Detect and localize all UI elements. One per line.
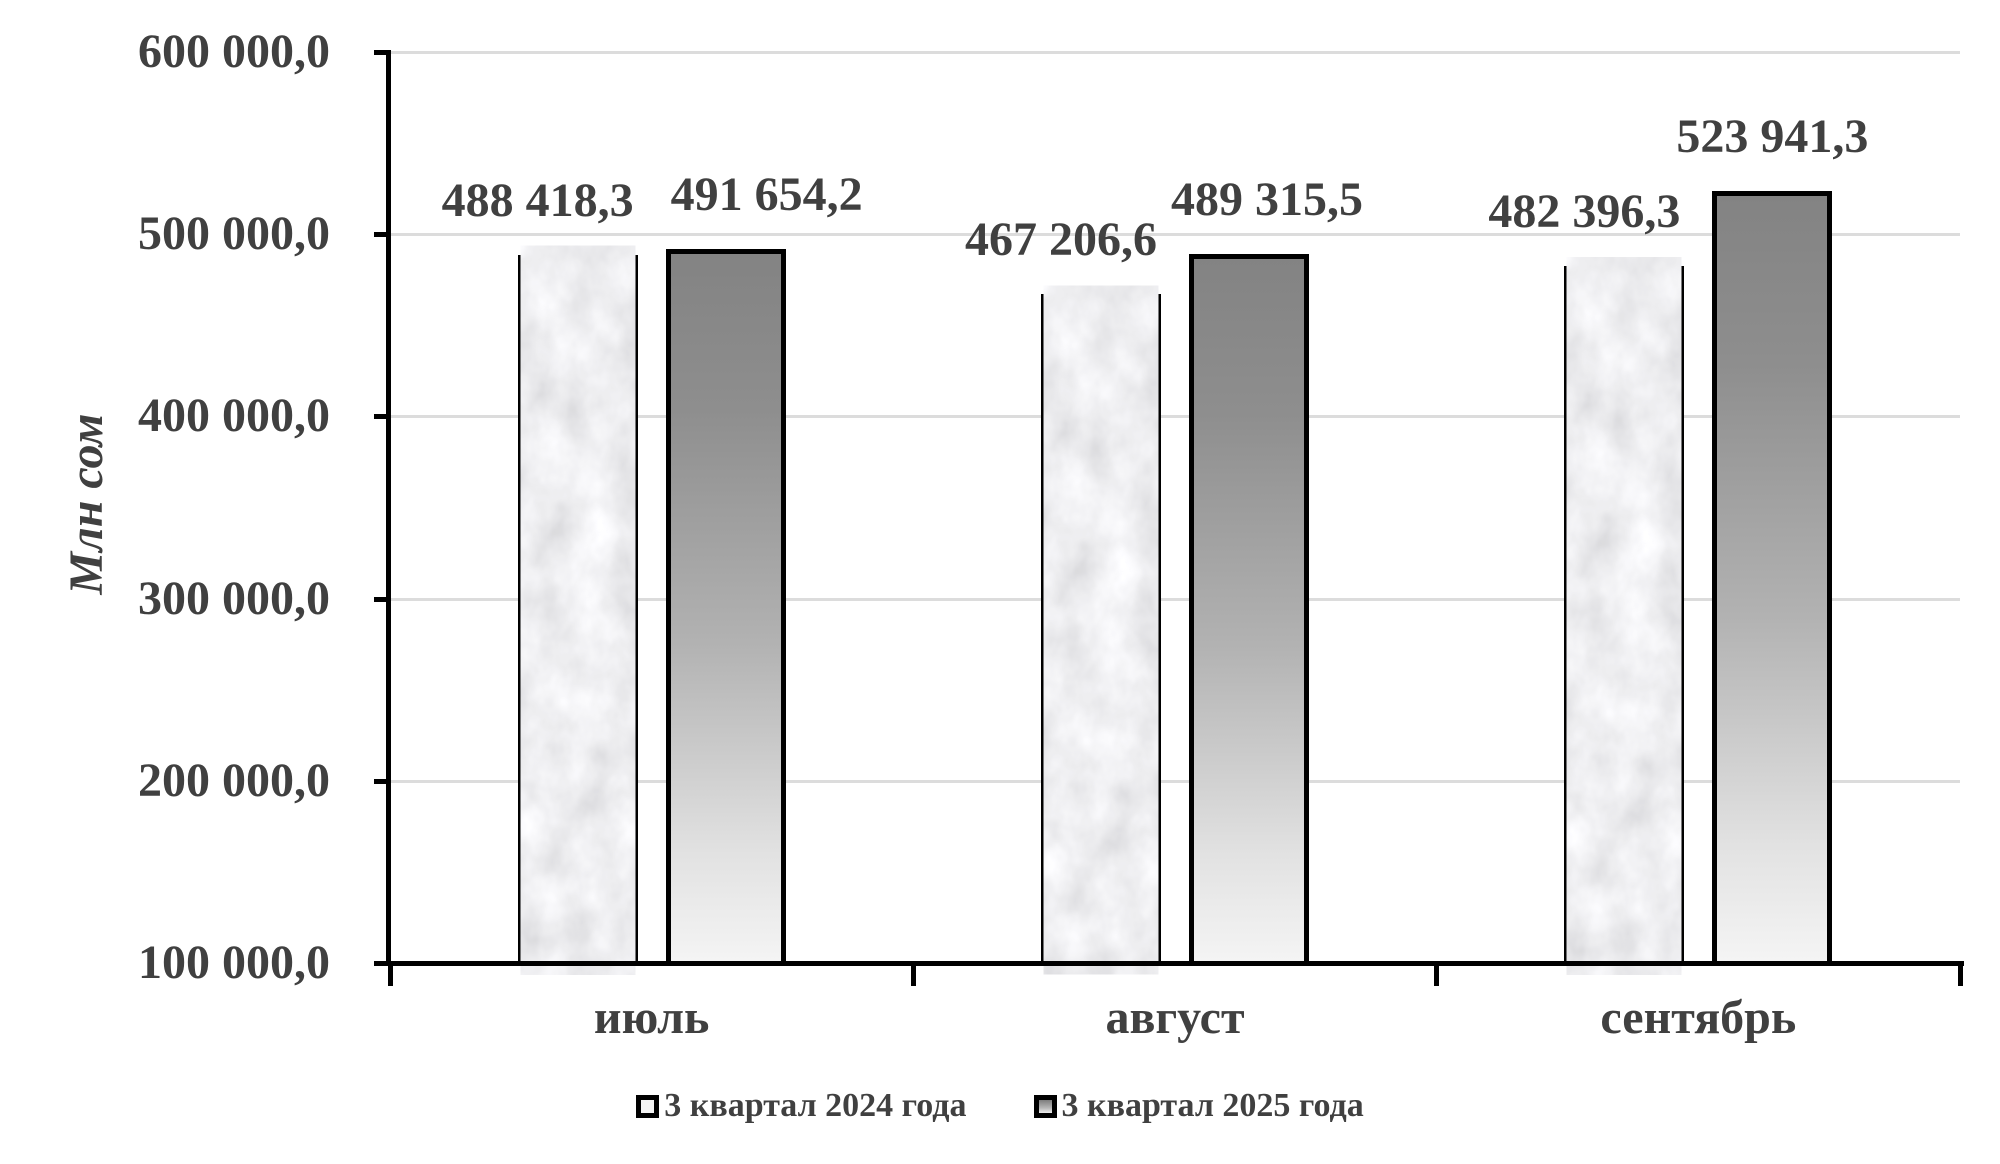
bar-series1-сентябрь — [1564, 266, 1685, 966]
legend-swatch-icon — [636, 1094, 660, 1118]
legend-label: 3 квартал 2024 года — [664, 1087, 967, 1124]
bar-fill — [1046, 298, 1156, 961]
legend-item-series1: 3 квартал 2024 года — [636, 1087, 967, 1125]
x-axis-tick — [387, 963, 393, 986]
legend-label: 3 квартал 2025 года — [1061, 1087, 1364, 1124]
y-axis-tick — [374, 778, 390, 784]
x-axis-tick — [1434, 963, 1440, 986]
bar-series2-сентябрь — [1712, 190, 1833, 966]
gridline — [390, 51, 1960, 54]
y-axis-tick — [374, 232, 390, 238]
bar-fill — [670, 254, 781, 961]
gridline — [390, 597, 1960, 601]
bar-value-label: 482 396,3 — [1488, 185, 1681, 239]
x-category-label: август — [1105, 991, 1245, 1044]
bar-value-label: 489 315,5 — [1171, 172, 1363, 226]
bar-value-label: 488 418,3 — [441, 174, 634, 228]
y-axis-tick — [374, 596, 390, 602]
bar-value-label: 491 654,2 — [670, 168, 863, 222]
bar-value-label: 523 941,3 — [1676, 109, 1869, 163]
y-axis-tick — [374, 414, 390, 420]
y-tick-label: 600 000,0 — [138, 25, 330, 78]
gridline — [390, 779, 1960, 783]
y-axis-tick — [374, 50, 390, 55]
bar-series2-июль — [665, 249, 786, 966]
y-axis-line — [386, 50, 391, 966]
bar-fill — [1717, 195, 1828, 961]
x-axis-tick — [1957, 963, 1963, 986]
bar-series1-июль — [517, 255, 638, 966]
y-tick-label: 300 000,0 — [138, 571, 330, 625]
bar-series1-август — [1041, 293, 1161, 966]
y-tick-label: 400 000,0 — [138, 389, 330, 443]
gridline — [390, 415, 1960, 419]
legend: 3 квартал 2024 года 3 квартал 2025 года — [0, 1086, 2000, 1126]
y-tick-label: 200 000,0 — [138, 753, 330, 807]
y-tick-label: 100 000,0 — [138, 936, 330, 989]
y-tick-label: 500 000,0 — [138, 207, 330, 261]
gridline — [390, 233, 1960, 237]
legend-swatch-icon — [1033, 1094, 1057, 1118]
legend-item-series2: 3 квартал 2025 года — [1033, 1087, 1364, 1125]
bar-series2-август — [1189, 253, 1309, 966]
x-category-label: июль — [593, 991, 710, 1044]
bar-fill — [1569, 271, 1680, 961]
x-axis-line — [386, 961, 1964, 966]
x-category-label: сентябрь — [1600, 991, 1797, 1044]
x-axis-tick — [910, 963, 916, 986]
bar-fill — [1194, 258, 1304, 961]
bar-value-label: 467 206,6 — [965, 212, 1157, 266]
y-axis-tick — [374, 961, 390, 966]
bar-fill — [522, 260, 633, 961]
